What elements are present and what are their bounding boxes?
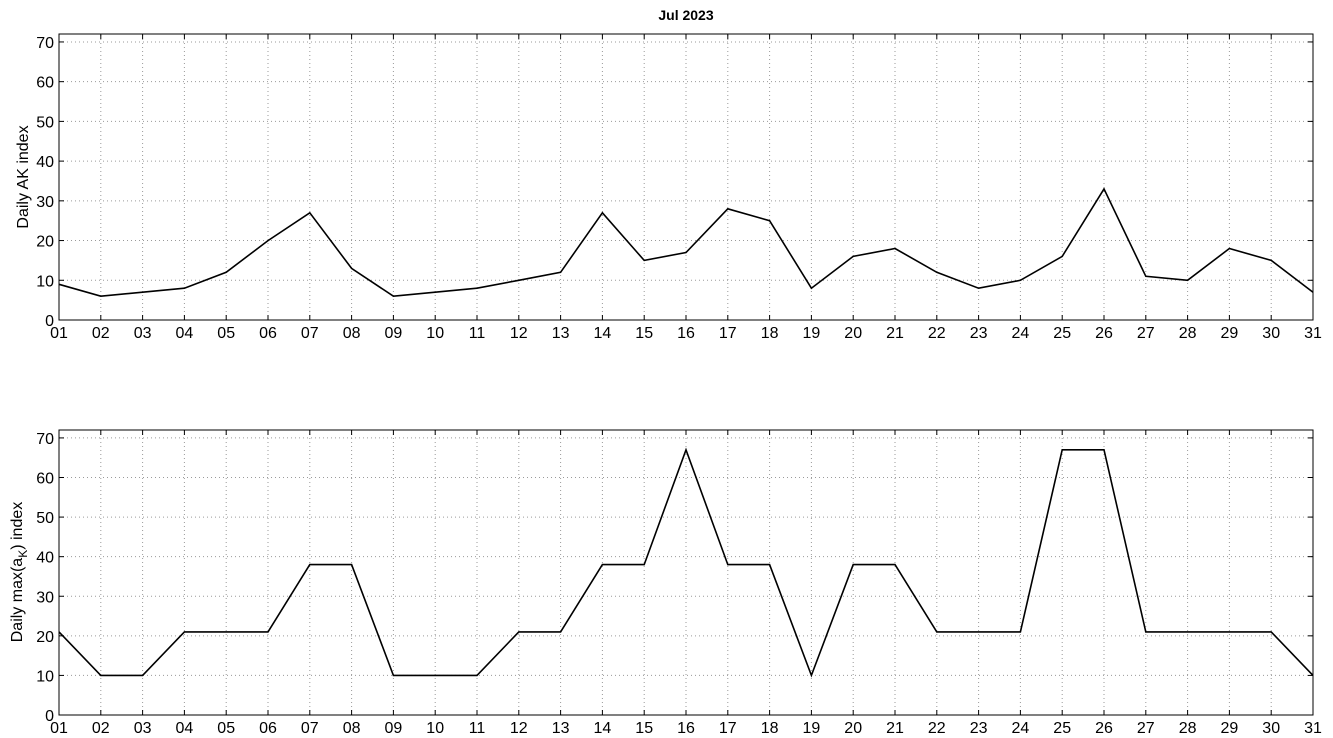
top-x-tick-label: 07 (301, 325, 319, 342)
bottom-x-tick-label: 23 (970, 720, 988, 737)
chart-title: Jul 2023 (658, 7, 713, 23)
bottom-y-tick-label: 10 (36, 668, 54, 685)
top-x-tick-label: 02 (92, 325, 110, 342)
top-x-tick-label: 25 (1053, 325, 1071, 342)
bottom-x-tick-label: 14 (594, 720, 612, 737)
top-y-tick-label: 40 (36, 154, 54, 171)
bottom-x-tick-label: 26 (1095, 720, 1113, 737)
bottom-x-tick-label: 06 (259, 720, 277, 737)
top-x-tick-label: 01 (50, 325, 68, 342)
top-x-tick-label: 06 (259, 325, 277, 342)
bottom-x-tick-label: 21 (886, 720, 904, 737)
bottom-x-tick-label: 27 (1137, 720, 1155, 737)
bottom-x-tick-label: 28 (1179, 720, 1197, 737)
top-x-tick-label: 20 (844, 325, 862, 342)
top-chart-grid (59, 34, 1313, 320)
bottom-x-tick-label: 07 (301, 720, 319, 737)
top-chart-series (58, 187, 1314, 298)
top-x-tick-label: 16 (677, 325, 695, 342)
top-x-tick-label: 14 (594, 325, 612, 342)
bottom-y-tick-label: 40 (36, 550, 54, 567)
top-x-tick-label: 27 (1137, 325, 1155, 342)
top-x-tick-label: 28 (1179, 325, 1197, 342)
bottom-x-tick-label: 18 (761, 720, 779, 737)
top-x-tick-label: 13 (552, 325, 570, 342)
bottom-x-tick-label: 05 (217, 720, 235, 737)
top-x-tick-label: 09 (385, 325, 403, 342)
bottom-chart: 01 02 03 04 05 06 07 08 09 10 11 12 13 14 15 16 17 18 19 20… (9, 429, 1322, 737)
top-x-tick-label: 05 (217, 325, 235, 342)
bottom-y-axis-label: Daily max(aK) index (9, 502, 30, 643)
bottom-chart-series (58, 447, 1314, 678)
bottom-y-axis-label-tail: ) index (9, 502, 26, 550)
bottom-chart-axes-box (58, 429, 1314, 716)
top-series-line (58, 187, 1314, 298)
top-x-tick-label: 22 (928, 325, 946, 342)
top-x-tick-label: 18 (761, 325, 779, 342)
bottom-x-tick-label: 12 (510, 720, 528, 737)
bottom-x-tick-label: 31 (1304, 720, 1322, 737)
top-x-tick-label: 11 (469, 325, 486, 342)
top-y-tick-label: 0 (45, 313, 54, 330)
top-y-tick-label: 10 (36, 273, 54, 290)
bottom-y-axis-label-subscript: K (16, 550, 30, 558)
bottom-x-tick-label: 30 (1262, 720, 1280, 737)
bottom-x-tick-label: 15 (635, 720, 653, 737)
top-x-tick-label: 26 (1095, 325, 1113, 342)
bottom-x-tick-label: 19 (803, 720, 821, 737)
top-chart: 01 02 03 04 05 06 07 08 09 10 11 12 13 14 15 16 17 18 19 20… (15, 33, 1322, 342)
top-y-axis-label: Daily AK index (15, 125, 32, 228)
top-chart-axes-box (58, 33, 1314, 321)
bottom-y-tick-label: 70 (36, 431, 54, 448)
top-chart-ticks: 01 02 03 04 05 06 07 08 09 10 11 12 13 14 15 16 17 18 19 20… (36, 34, 1322, 342)
top-y-tick-label: 70 (36, 35, 54, 52)
bottom-x-tick-label: 02 (92, 720, 110, 737)
top-x-tick-label: 31 (1304, 325, 1322, 342)
top-y-tick-label: 50 (36, 114, 54, 131)
top-x-tick-label: 12 (510, 325, 528, 342)
bottom-chart-ticks: 01 02 03 04 05 06 07 08 09 10 11 12 13 14 15 16 17 18 19 20… (36, 430, 1322, 737)
top-x-tick-label: 24 (1012, 325, 1030, 342)
bottom-x-tick-label: 08 (343, 720, 361, 737)
bottom-x-tick-label: 04 (176, 720, 194, 737)
bottom-y-tick-label: 30 (36, 589, 54, 606)
bottom-x-tick-label: 13 (552, 720, 570, 737)
top-x-tick-label: 19 (803, 325, 821, 342)
top-x-tick-label: 08 (343, 325, 361, 342)
bottom-y-axis-label-main: Daily max(a (9, 558, 26, 643)
top-x-tick-label: 15 (635, 325, 653, 342)
top-x-tick-label: 29 (1221, 325, 1239, 342)
top-x-tick-label: 23 (970, 325, 988, 342)
bottom-y-tick-label: 50 (36, 510, 54, 527)
top-x-tick-label: 30 (1262, 325, 1280, 342)
bottom-x-tick-label: 16 (677, 720, 695, 737)
bottom-x-tick-label: 22 (928, 720, 946, 737)
bottom-x-tick-label: 10 (426, 720, 444, 737)
top-x-tick-label: 17 (719, 325, 737, 342)
top-y-tick-label: 20 (36, 234, 54, 251)
bottom-x-tick-label: 09 (385, 720, 403, 737)
bottom-x-tick-label: 20 (844, 720, 862, 737)
top-y-tick-label: 30 (36, 194, 54, 211)
bottom-series-line (58, 447, 1314, 678)
top-x-tick-label: 03 (134, 325, 152, 342)
bottom-y-tick-label: 60 (36, 471, 54, 488)
bottom-x-tick-label: 25 (1053, 720, 1071, 737)
bottom-x-tick-label: 17 (719, 720, 737, 737)
bottom-y-tick-label: 0 (45, 708, 54, 725)
bottom-x-tick-label: 24 (1012, 720, 1030, 737)
top-y-tick-label: 60 (36, 75, 54, 92)
bottom-y-tick-label: 20 (36, 629, 54, 646)
top-x-tick-label: 21 (886, 325, 904, 342)
bottom-chart-grid (59, 430, 1313, 715)
bottom-x-tick-label: 29 (1221, 720, 1239, 737)
top-x-tick-label: 10 (426, 325, 444, 342)
bottom-x-tick-label: 01 (50, 720, 68, 737)
bottom-x-tick-label: 11 (469, 720, 486, 737)
bottom-x-tick-label: 03 (134, 720, 152, 737)
top-x-tick-label: 04 (176, 325, 194, 342)
